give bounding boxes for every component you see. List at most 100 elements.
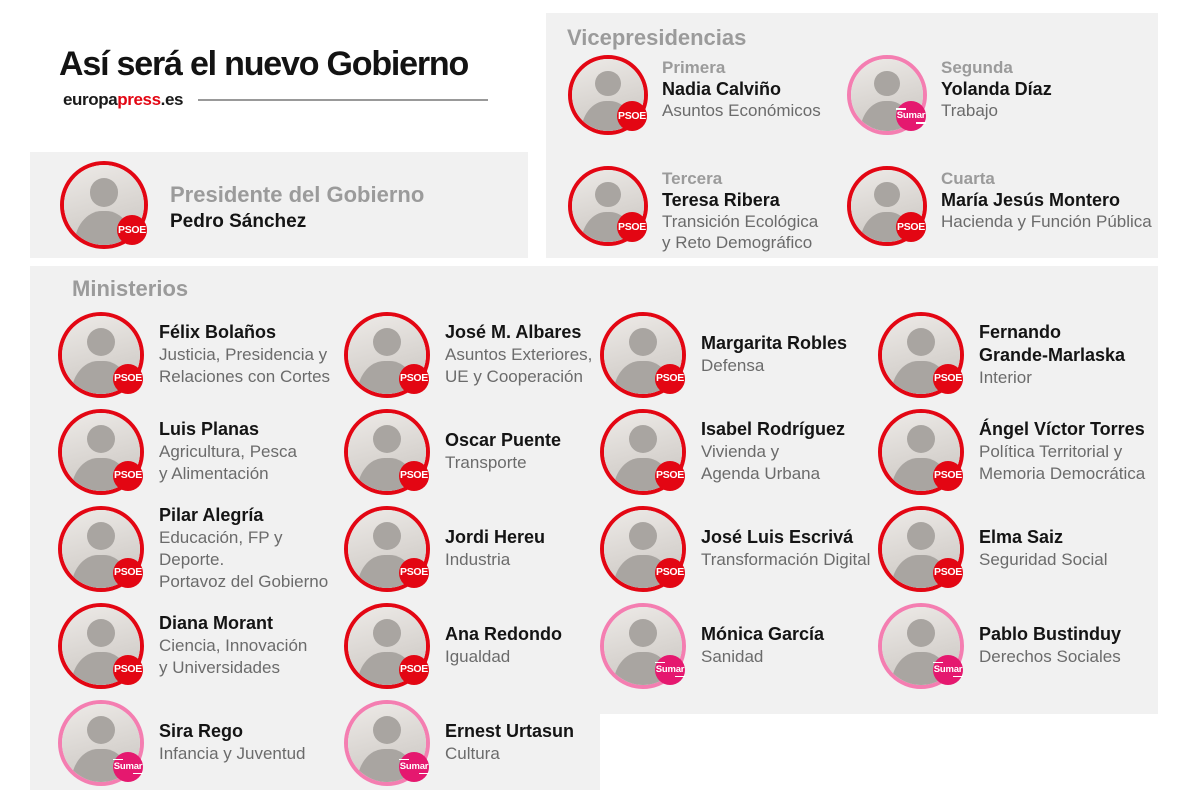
person-text-block: Félix Bolaños Justicia, Presidencia y Re… [159,321,330,388]
person-role: Transporte [445,453,527,472]
party-badge: PSOE [399,460,429,491]
person-text-block: Sira Rego Infancia y Juventud [159,720,305,765]
person-card: PSOE Isabel Rodríguez Vivienda y Agenda … [600,403,878,500]
ministerios-grid: PSOE Félix Bolaños Justicia, Presidencia… [58,306,1158,791]
person-name: Ana Redondo [445,624,562,644]
person-role: Interior [979,367,1032,387]
person-role: Defensa [701,356,765,375]
person-card: PSOE Fernando Grande-Marlaska Interior [878,306,1158,403]
party-badge-label: PSOE [934,469,962,482]
person-photo: PSOE [344,602,430,689]
president-section-title: Presidente del Gobierno [170,182,425,207]
europapress-logo: europapress.es [63,90,184,110]
person-photo: PSOE [878,311,964,398]
person-photo: Sumar [58,699,144,786]
party-badge: PSOE [399,654,429,685]
person-text-block: Ernest Urtasun Cultura [445,720,574,765]
person-card: PSOE Luis Planas Agricultura, Pesca y Al… [58,403,344,500]
person-name: Margarita Robles [701,333,848,353]
ministerios-heading: Ministerios [72,276,189,301]
person-card: Sumar Pablo Bustinduy Derechos Sociales [878,597,1158,694]
person-name: José Luis Escrivá [701,527,854,547]
person-photo: PSOE [58,602,144,689]
person-portrait-placeholder [882,412,960,491]
person-photo: PSOE [847,166,927,246]
person-name: Oscar Puente [445,430,562,450]
person-card: PSOE Diana Morant Ciencia, Innovación y … [58,597,344,694]
party-badge-label: Sumar [112,758,143,774]
person-text-block: Luis Planas Agricultura, Pesca y Aliment… [159,418,297,485]
person-portrait-placeholder [572,170,644,242]
person-card: PSOE Cuarta María Jesús Montero Hacienda… [847,166,1158,277]
person-role: Ciencia, Innovación y Universidades [159,636,308,677]
party-badge: PSOE [655,363,685,394]
person-role: Política Territorial y Memoria Democráti… [979,442,1146,483]
party-badge: PSOE [933,460,963,491]
person-photo: Sumar [878,602,964,689]
person-text-block: José M. Albares Asuntos Exteriores, UE y… [445,321,592,388]
person-card: PSOE Tercera Teresa Ribera Transición Ec… [568,166,847,277]
person-name: Ángel Víctor Torres [979,419,1145,439]
party-badge: Sumar [932,654,963,685]
party-badge-label: PSOE [400,663,428,676]
party-badge-label: PSOE [400,372,428,385]
person-role: Transformación Digital [701,550,871,569]
person-text-block: Mónica García Sanidad [701,623,824,668]
party-badge-label: PSOE [114,566,142,579]
person-role: Cultura [445,744,500,763]
person-photo: PSOE [344,505,430,592]
brand-part-press: press [117,90,161,109]
president-photo: PSOE [60,161,148,249]
vp-ordinal: Segunda [941,58,1013,77]
party-badge: PSOE [399,557,429,588]
person-card: Sumar Mónica García Sanidad [600,597,878,694]
person-photo: Sumar [847,55,927,135]
person-card: PSOE Félix Bolaños Justicia, Presidencia… [58,306,344,403]
person-role: Infancia y Juventud [159,744,306,763]
person-card: PSOE Ana Redondo Igualdad [344,597,600,694]
party-badge-label: PSOE [114,372,142,385]
person-role: Trabajo [941,101,999,120]
person-card: PSOE Primera Nadia Calviño Asuntos Econó… [568,55,847,166]
party-badge-label: Sumar [654,661,685,677]
brand-part-europa: europa [63,90,118,109]
person-card: PSOE Elma Saiz Seguridad Social [878,500,1158,597]
person-card: PSOE José Luis Escrivá Transformación Di… [600,500,878,597]
party-badge-label: PSOE [934,566,962,579]
party-badge: PSOE [113,363,143,394]
party-badge-label: PSOE [934,372,962,385]
person-role: Justicia, Presidencia y Relaciones con C… [159,345,331,386]
person-card: Sumar Segunda Yolanda Díaz Trabajo [847,55,1158,166]
party-badge: PSOE [933,363,963,394]
person-name: Elma Saiz [979,527,1064,547]
person-text-block: Ana Redondo Igualdad [445,623,562,668]
ministerios-section: Ministerios PSOE Félix Bolaños Justicia,… [30,266,1158,790]
president-name: Pedro Sánchez [170,211,307,232]
person-photo: PSOE [600,408,686,495]
person-name: Fernando Grande-Marlaska [979,321,1126,365]
party-badge-label: Sumar [398,758,429,774]
person-role: Derechos Sociales [979,647,1121,666]
vp-ordinal: Tercera [662,169,723,188]
brand-part-es: .es [160,90,184,109]
person-role: Agricultura, Pesca y Alimentación [159,442,297,483]
vp-ordinal: Primera [662,58,726,77]
party-badge-label: Sumar [932,661,963,677]
person-text-block: Cuarta María Jesús Montero Hacienda y Fu… [941,168,1152,232]
party-badge-label: PSOE [618,109,646,122]
person-name: Sira Rego [159,721,244,741]
person-text-block: José Luis Escrivá Transformación Digital [701,526,870,571]
vp-ordinal: Cuarta [941,169,995,188]
party-badge: PSOE [933,557,963,588]
party-badge-label: PSOE [618,220,646,233]
party-badge: PSOE [117,215,147,245]
person-name: Yolanda Díaz [941,79,1052,99]
person-photo: PSOE [878,505,964,592]
person-role: Vivienda y Agenda Urbana [701,442,821,483]
person-card: PSOE Jordi Hereu Industria [344,500,600,597]
person-text-block: Diana Morant Ciencia, Innovación y Unive… [159,612,307,679]
person-photo: PSOE [600,311,686,398]
person-name: Diana Morant [159,613,274,633]
president-section: PSOE Presidente del Gobierno Pedro Sánch… [30,152,528,258]
person-text-block: Ángel Víctor Torres Política Territorial… [979,418,1145,485]
